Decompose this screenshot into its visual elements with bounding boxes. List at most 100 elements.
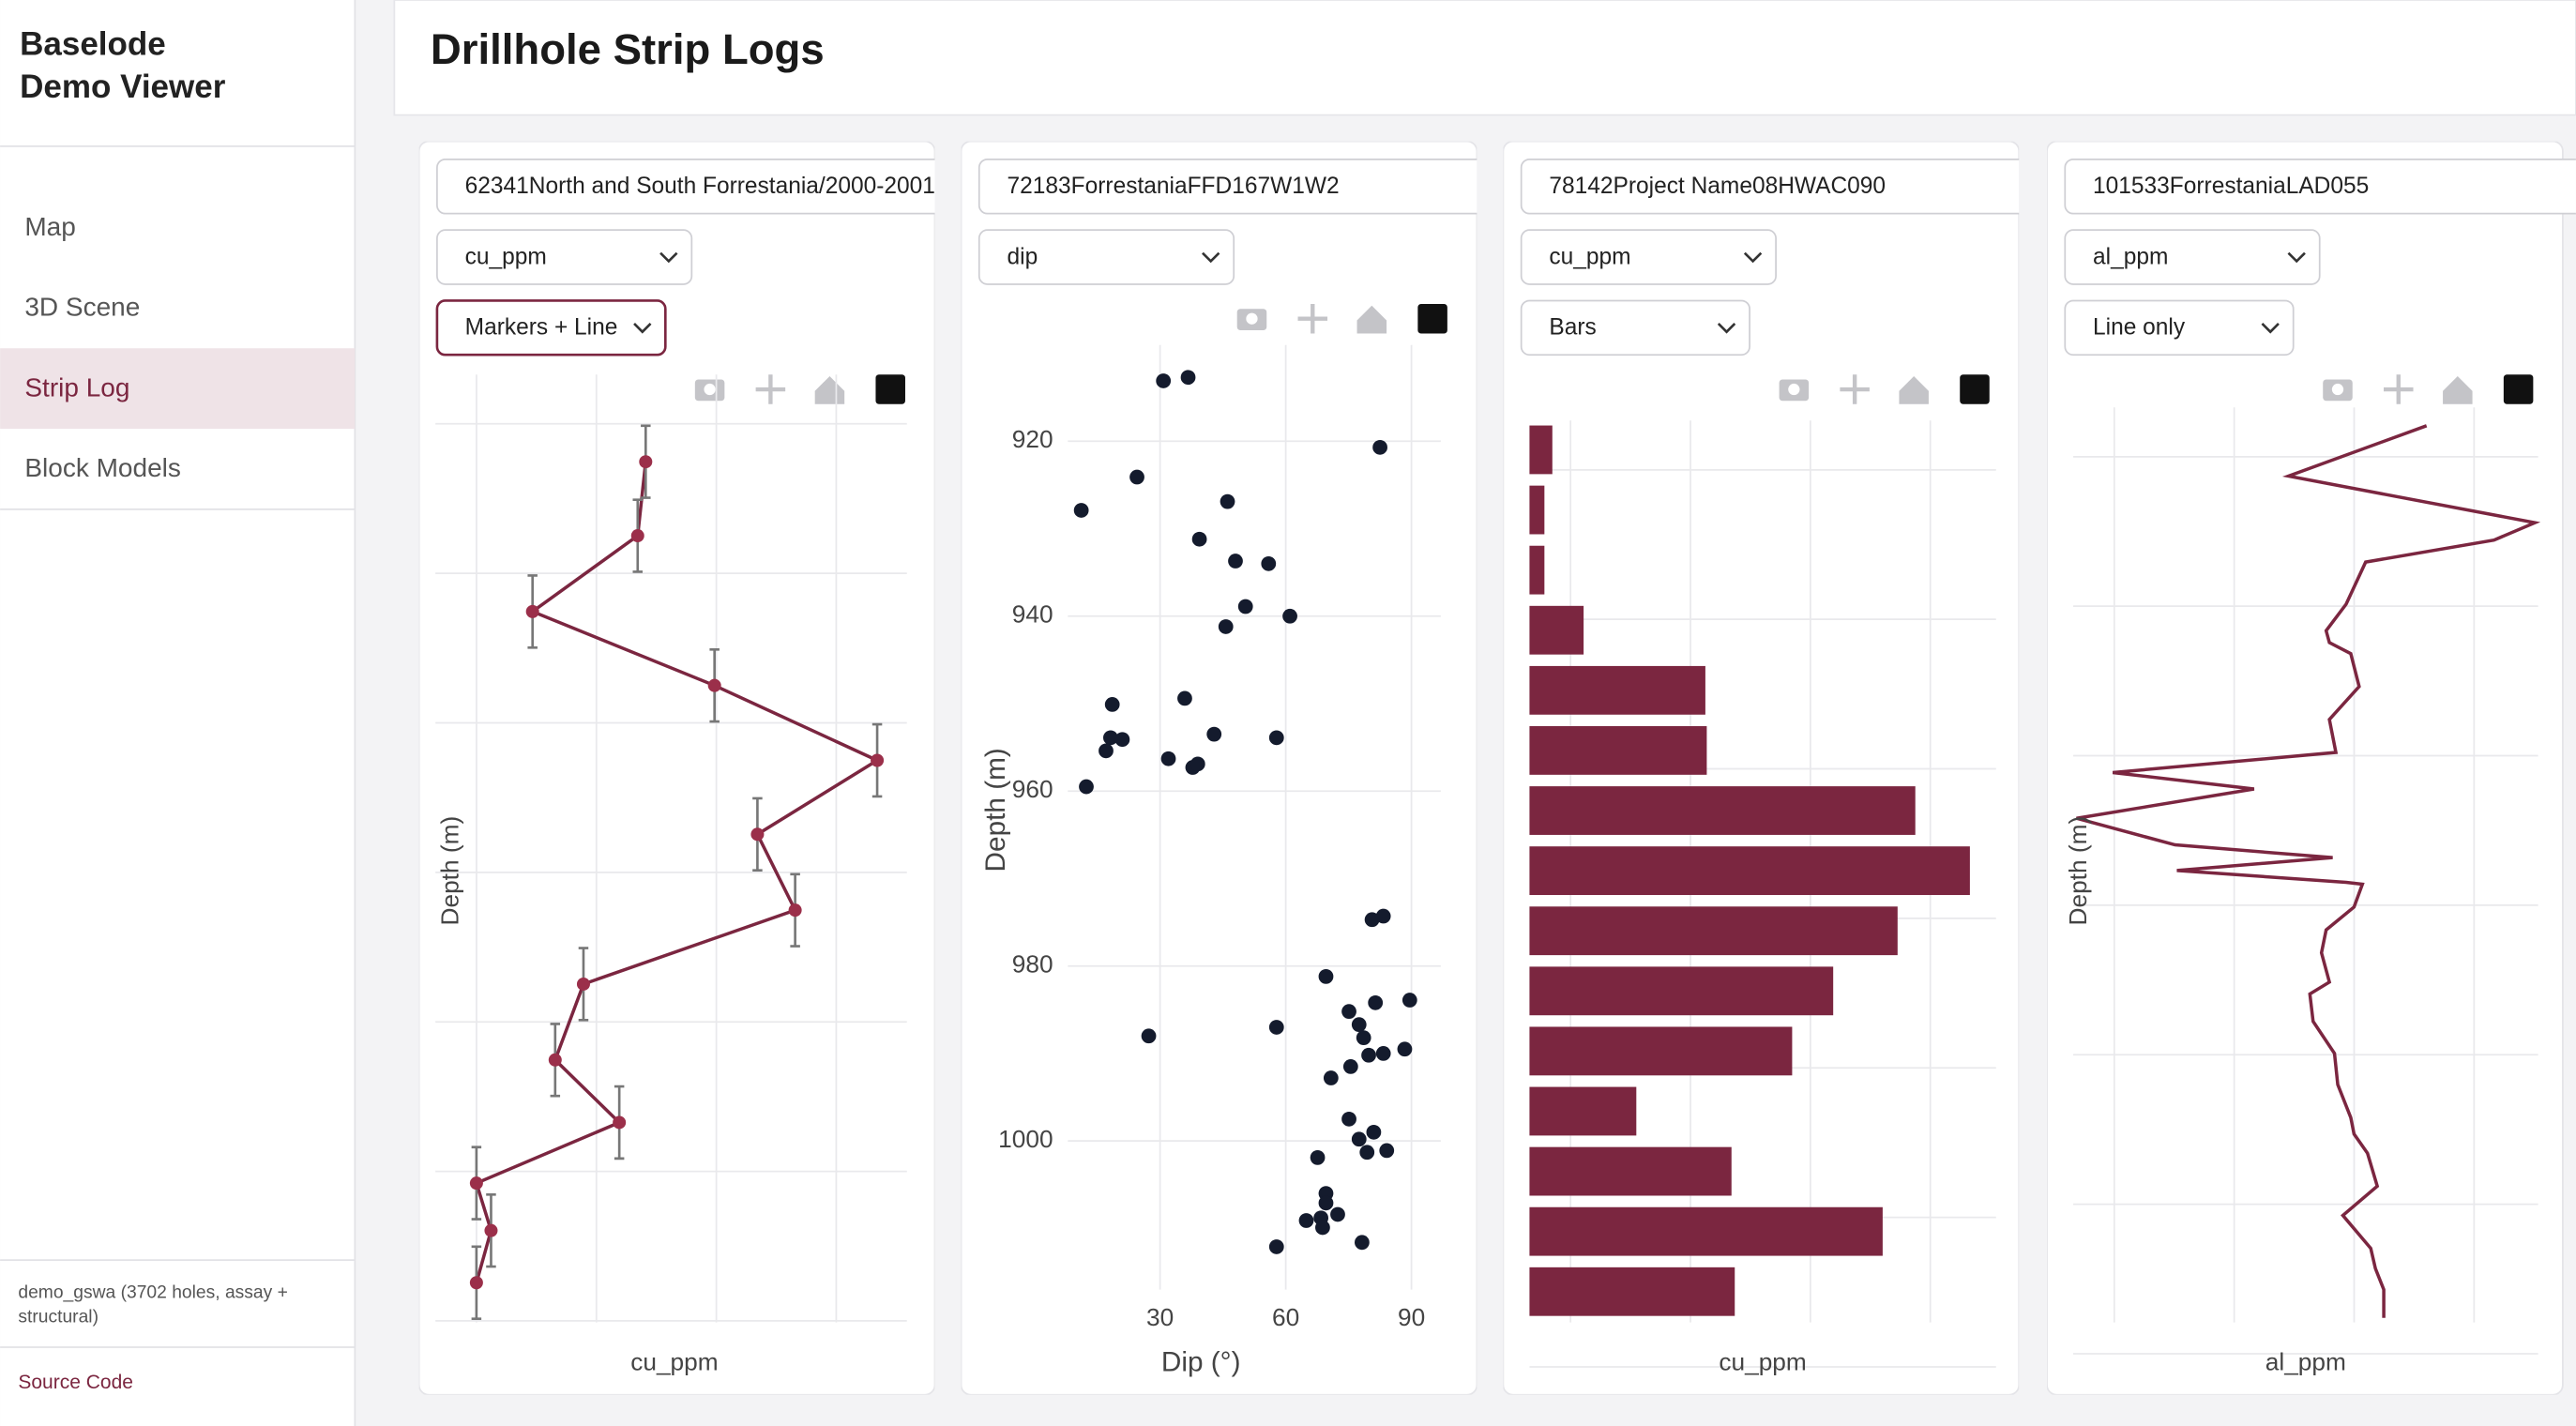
- x-axis-title: al_ppm: [2265, 1347, 2346, 1375]
- chevron: [1717, 323, 1736, 334]
- variable-select[interactable]: [436, 229, 693, 285]
- point: [1397, 1041, 1413, 1057]
- bar: [1529, 1267, 1735, 1316]
- bar: [1529, 605, 1584, 655]
- chevron: [633, 323, 652, 334]
- point: [1104, 697, 1120, 712]
- strip-panel: 78142Project Name08HWAC090 cu_ppm Bars cu_p…: [1503, 141, 2080, 1395]
- pan-icon: [2384, 374, 2414, 404]
- hole-select-value: 101533ForrestaniaLAD055: [2093, 174, 2369, 199]
- chevron: [2287, 251, 2306, 264]
- point: [1190, 756, 1205, 772]
- marker: [548, 1053, 562, 1067]
- variable-select[interactable]: [1520, 229, 1777, 285]
- hole-select[interactable]: [977, 158, 1538, 215]
- point: [1341, 1004, 1356, 1020]
- camera-lens: [1788, 383, 1800, 396]
- bar: [1529, 1026, 1793, 1076]
- panel-card: [418, 141, 935, 1395]
- nav-item[interactable]: Block Models: [24, 453, 181, 482]
- home-icon: [1899, 376, 1929, 404]
- point: [1402, 993, 1417, 1008]
- pan-icon: [1297, 303, 1328, 334]
- point: [1218, 619, 1234, 634]
- chevron: [1743, 251, 1763, 264]
- point: [1261, 555, 1277, 571]
- point: [1180, 370, 1196, 386]
- point: [1160, 751, 1176, 766]
- source-link[interactable]: Source Code: [18, 1372, 133, 1393]
- point: [1079, 779, 1094, 795]
- point: [1177, 690, 1192, 706]
- point: [1318, 969, 1334, 984]
- bar: [1529, 726, 1707, 775]
- nav-item[interactable]: Strip Log: [24, 372, 129, 402]
- point: [1356, 1030, 1371, 1046]
- panel-card: [961, 141, 1477, 1395]
- hole-select[interactable]: [1520, 158, 2080, 215]
- point: [1099, 743, 1114, 759]
- page-title: Drillhole Strip Logs: [431, 25, 825, 73]
- x-axis-title: cu_ppm: [1719, 1347, 1806, 1375]
- variable-select-value: dip: [1008, 244, 1038, 269]
- point: [1268, 1239, 1284, 1254]
- point: [1268, 730, 1284, 746]
- marker: [639, 455, 653, 469]
- y-tick-label: 920: [1012, 425, 1053, 453]
- point: [1342, 1059, 1358, 1074]
- point: [1220, 493, 1235, 509]
- hole-select[interactable]: [2064, 158, 2576, 215]
- pan-icon: [1840, 374, 1870, 404]
- point: [1103, 730, 1118, 746]
- point: [1351, 1017, 1367, 1033]
- style-select[interactable]: [1520, 299, 1750, 356]
- strip-panel: 62341North and South Forrestania/2000-20…: [418, 141, 995, 1395]
- variable-select-value: al_ppm: [2093, 244, 2168, 269]
- pan-icon: [755, 374, 786, 404]
- marker: [469, 1176, 483, 1191]
- spike-icon[interactable]: [875, 374, 905, 404]
- panels: 62341North and South Forrestania/2000-20…: [418, 141, 2576, 1395]
- nav-item[interactable]: Map: [24, 212, 75, 241]
- y-axis-title: Depth (m): [980, 748, 1011, 872]
- bar: [1529, 906, 1898, 956]
- marker: [750, 827, 765, 842]
- style-select-value: Markers + Line: [465, 315, 618, 341]
- variable-select-value: cu_ppm: [465, 244, 547, 269]
- spike-icon[interactable]: [1417, 303, 1447, 334]
- variable-select[interactable]: [2064, 229, 2321, 285]
- bar: [1529, 966, 1834, 1016]
- point: [1330, 1206, 1345, 1222]
- point: [1375, 1046, 1391, 1061]
- y-axis-title: Depth (m): [436, 816, 464, 926]
- point: [1318, 1195, 1334, 1211]
- strip-panel: 72183ForrestaniaFFD167W1W2 dip 920 940 960 98…: [961, 141, 1538, 1395]
- point: [1141, 1028, 1157, 1044]
- panel-card: [2047, 141, 2564, 1395]
- point: [1323, 1070, 1339, 1085]
- y-axis-title: Depth (m): [2064, 816, 2092, 926]
- marker: [630, 529, 644, 543]
- home-icon: [1356, 305, 1387, 334]
- camera-lens: [704, 383, 716, 396]
- style-select[interactable]: [2064, 299, 2295, 356]
- y-tick-label: 960: [1012, 775, 1053, 803]
- hole-select[interactable]: [436, 158, 995, 215]
- point: [1351, 1131, 1367, 1147]
- point: [1341, 1111, 1356, 1127]
- spike-icon[interactable]: [2503, 374, 2534, 404]
- bar: [1529, 786, 1916, 835]
- marker: [871, 753, 885, 767]
- chevron: [659, 251, 678, 264]
- point: [1355, 1235, 1370, 1251]
- marker: [707, 678, 721, 692]
- marker: [576, 977, 590, 991]
- nav-item[interactable]: 3D Scene: [24, 293, 140, 322]
- point: [1359, 1145, 1375, 1161]
- variable-select[interactable]: [977, 229, 1235, 285]
- style-select[interactable]: [435, 299, 667, 356]
- spike-icon[interactable]: [1960, 374, 1990, 404]
- x-axis-title: Dip (°): [1161, 1346, 1241, 1377]
